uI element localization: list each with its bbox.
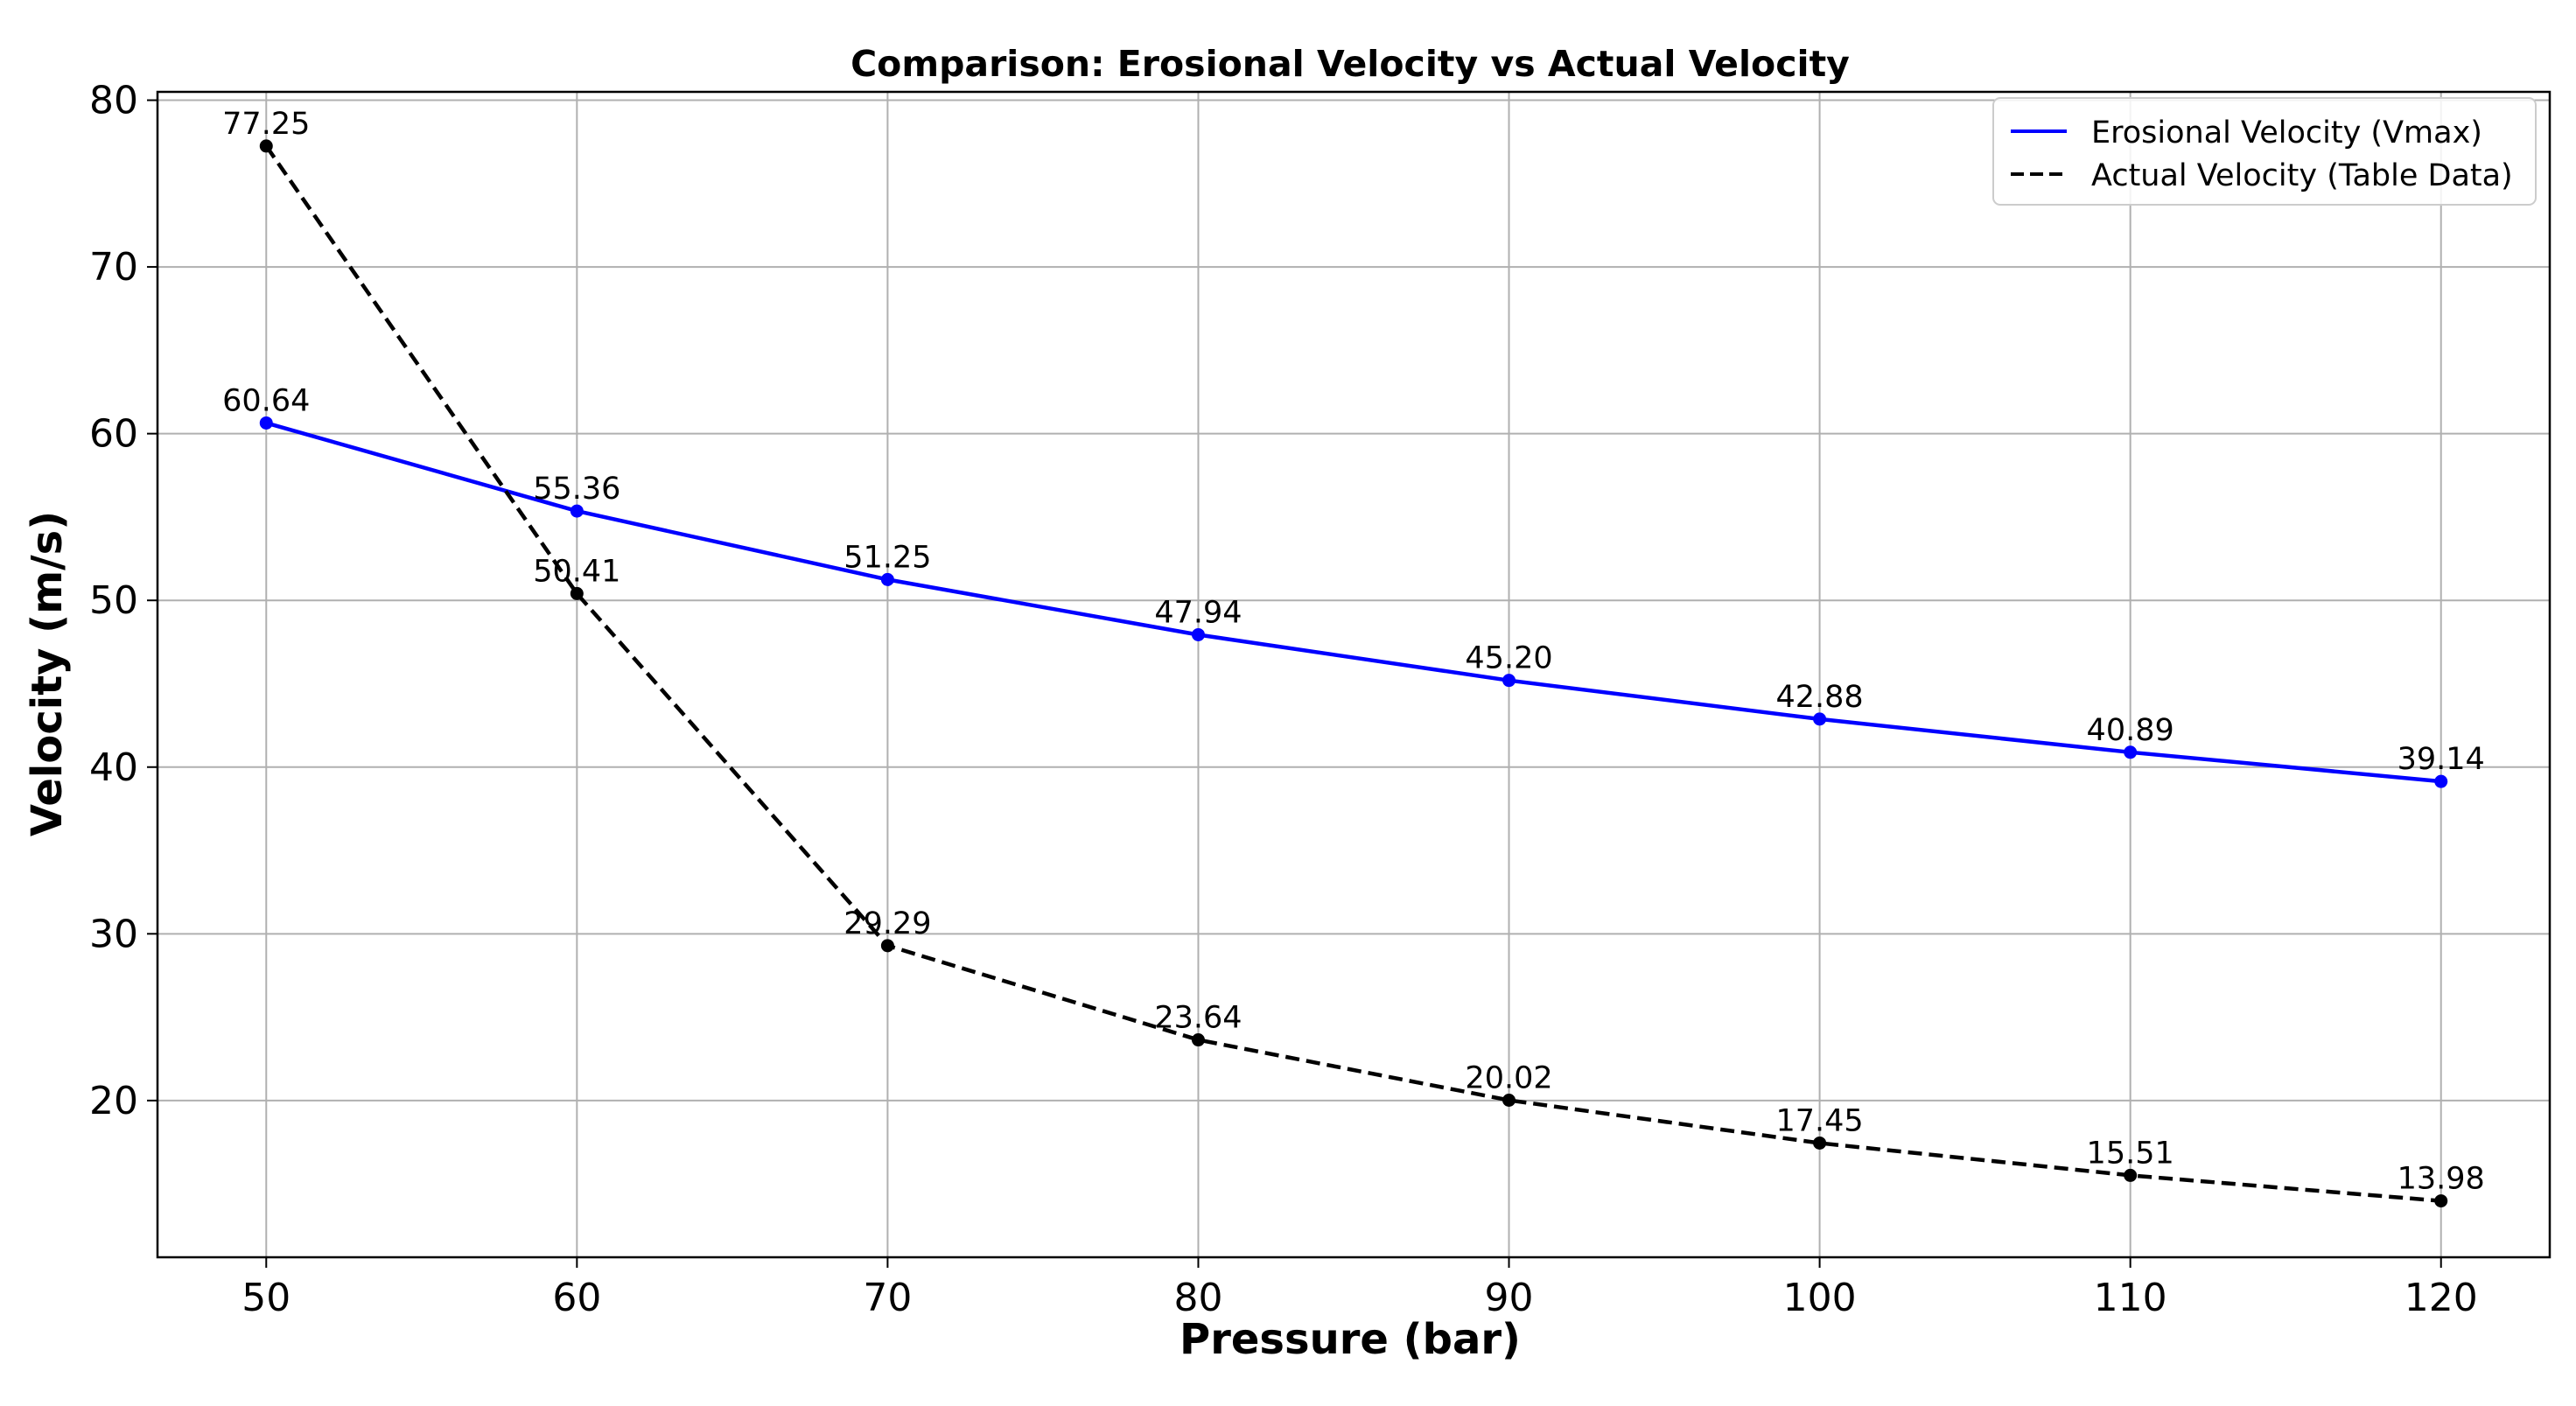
x-tick-label: 100 (1783, 1276, 1857, 1320)
actual-data-point (880, 939, 894, 953)
legend-box (1992, 97, 2537, 206)
actual-data-label: 15.51 (2087, 1136, 2174, 1171)
data-label-layer: 60.64 55.36 51.25 47.94 45.20 42.88 40.89 39.14… (222, 107, 2485, 1197)
actual-data-point (1191, 1033, 1205, 1047)
series-layer (259, 139, 2448, 1208)
y-tick-label: 70 (89, 245, 138, 290)
actual-data-label: 77.25 (222, 107, 310, 142)
erosional-data-point (2124, 745, 2138, 759)
erosional-data-point (880, 572, 894, 586)
erosional-data-label: 40.89 (2087, 713, 2174, 748)
actual-data-label: 17.45 (1775, 1103, 1863, 1138)
y-tick-label: 40 (89, 745, 138, 790)
actual-data-label: 50.41 (533, 554, 620, 589)
x-tick-label: 60 (552, 1276, 601, 1320)
actual-data-point (1813, 1136, 1827, 1150)
y-tick-label: 30 (89, 912, 138, 956)
erosional-data-label: 60.64 (222, 383, 310, 418)
erosional-data-label: 42.88 (1775, 680, 1863, 715)
actual-data-label: 29.29 (844, 906, 931, 941)
erosional-data-label: 47.94 (1154, 595, 1242, 630)
x-tick-label: 110 (2094, 1276, 2167, 1320)
erosional-data-label: 39.14 (2398, 742, 2485, 777)
y-tick-label: 80 (89, 79, 138, 123)
erosional-data-label: 45.20 (1465, 641, 1552, 676)
erosional-data-label: 55.36 (533, 472, 620, 507)
y-axis-label: Velocity (m/s) (23, 511, 72, 836)
legend-label-erosional: Erosional Velocity (Vmax) (2091, 115, 2482, 150)
y-tick-label: 50 (89, 578, 138, 623)
actual-data-label: 20.02 (1465, 1060, 1552, 1095)
actual-data-point (2434, 1194, 2448, 1208)
actual-data-label: 13.98 (2398, 1162, 2485, 1197)
x-tick-label: 120 (2404, 1276, 2478, 1320)
actual-velocity-line (264, 144, 2441, 1203)
x-tick-label: 50 (242, 1276, 290, 1320)
x-tick-label: 90 (1485, 1276, 1534, 1320)
actual-data-point (2124, 1168, 2138, 1182)
erosional-data-point (2434, 774, 2448, 788)
y-tick-label: 60 (89, 412, 138, 457)
x-tick-label: 80 (1173, 1276, 1222, 1320)
actual-data-point (259, 139, 273, 153)
axis-ticks: 50 60 70 80 90 100 110 120 20 30 40 50 60 70 80 (89, 79, 2478, 1320)
erosional-data-point (1813, 712, 1827, 726)
actual-data-point (1502, 1093, 1516, 1107)
actual-data-point (570, 586, 584, 600)
erosional-velocity-line (265, 421, 2441, 784)
actual-data-label: 23.64 (1154, 1001, 1242, 1036)
chart-title: Comparison: Erosional Velocity vs Actual… (850, 43, 1850, 85)
x-tick-label: 70 (863, 1276, 912, 1320)
x-axis-label: Pressure (bar) (1180, 1315, 1521, 1364)
erosional-data-point (259, 416, 273, 430)
legend: Erosional Velocity (Vmax) Actual Velocit… (1992, 97, 2537, 206)
plot-area-frame (156, 90, 2552, 1259)
legend-label-actual: Actual Velocity (Table Data) (2091, 158, 2513, 193)
erosional-data-point (1191, 627, 1205, 641)
erosional-data-label: 51.25 (844, 540, 931, 575)
y-tick-label: 20 (89, 1079, 138, 1123)
grid (158, 92, 2550, 1257)
erosional-data-point (1502, 674, 1516, 688)
erosional-data-point (570, 504, 584, 518)
